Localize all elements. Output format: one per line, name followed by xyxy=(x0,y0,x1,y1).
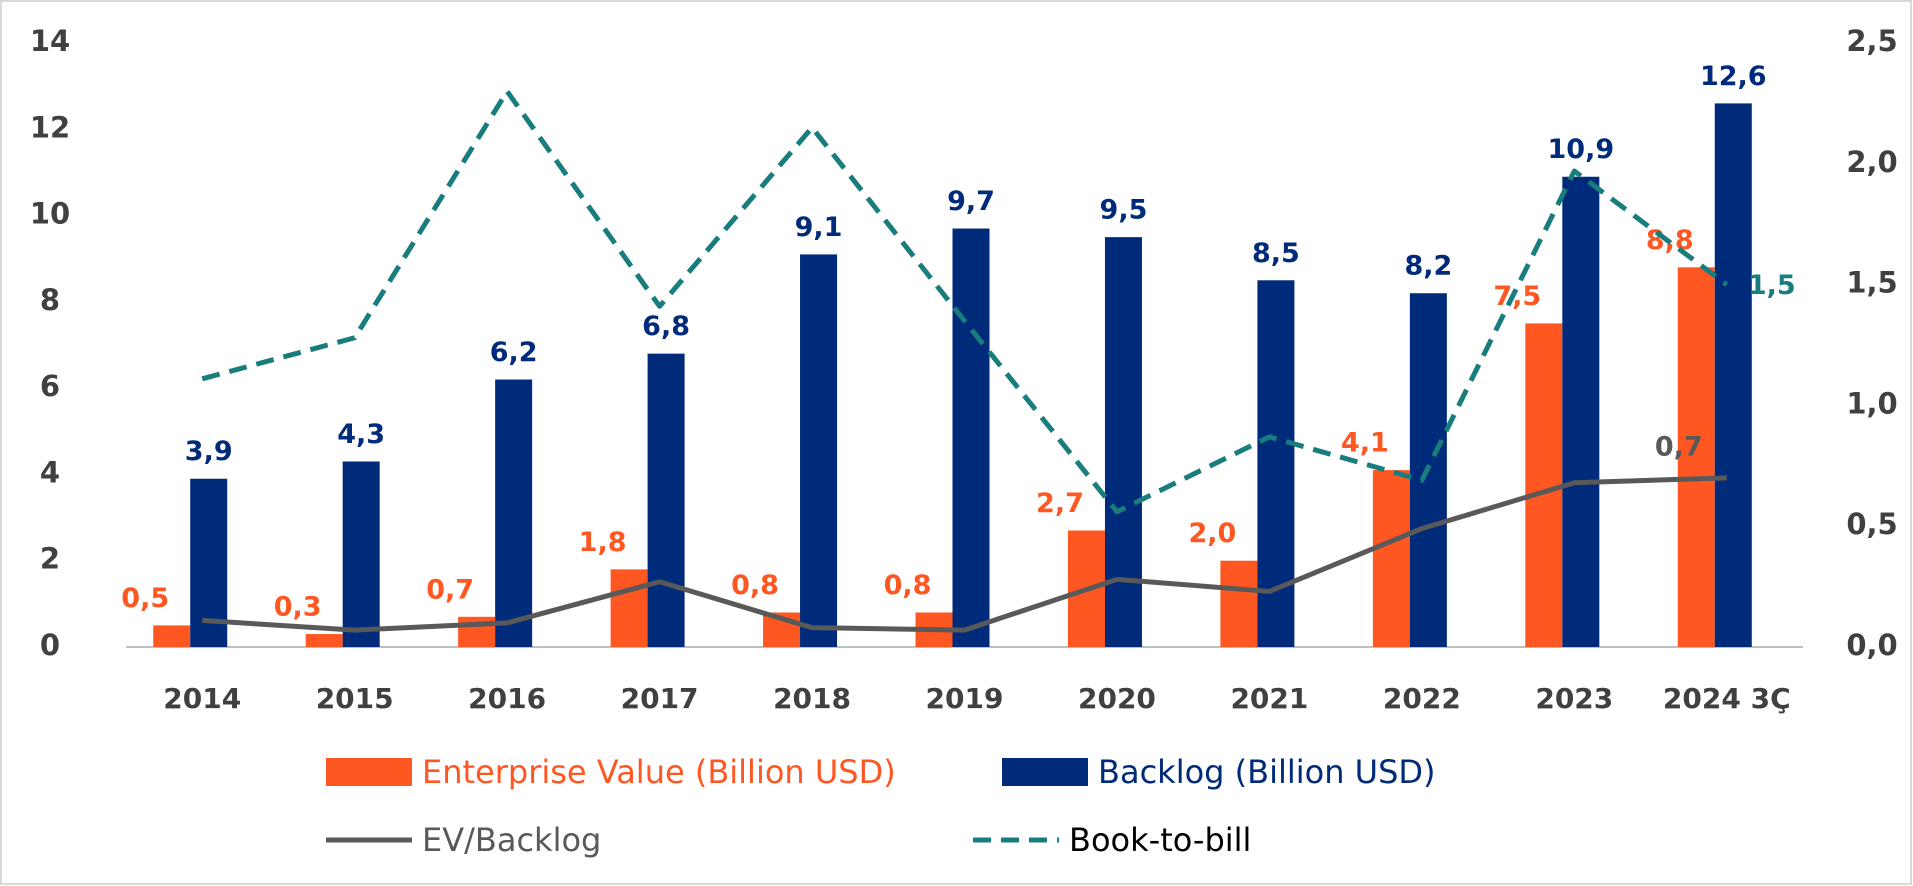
legend-swatch xyxy=(1002,758,1088,786)
x-tick-label: 2023 xyxy=(1535,682,1613,715)
data-label: 10,9 xyxy=(1548,134,1615,165)
data-label: 0,7 xyxy=(1655,431,1703,462)
legend-label: Backlog (Billion USD) xyxy=(1098,753,1436,791)
x-tick-label: 2022 xyxy=(1383,682,1461,715)
bar xyxy=(1525,323,1563,647)
bar xyxy=(305,634,343,647)
data-label: 0,3 xyxy=(274,592,322,623)
x-tick-label: 2017 xyxy=(621,682,699,715)
y2-tick-label: 2,5 xyxy=(1846,24,1897,58)
line-series xyxy=(201,88,1729,515)
y-tick-label: 6 xyxy=(40,369,60,403)
x-tick-label: 2016 xyxy=(468,682,546,715)
y-tick-label: 10 xyxy=(30,197,70,231)
data-label: 4,3 xyxy=(337,419,385,450)
data-label: 1,8 xyxy=(579,527,627,558)
data-label: 2,0 xyxy=(1188,518,1236,549)
data-label: 8,2 xyxy=(1404,251,1452,282)
data-label: 0,8 xyxy=(884,570,932,601)
bar xyxy=(647,353,685,647)
data-label: 9,5 xyxy=(1100,195,1148,226)
x-tick-label: 2021 xyxy=(1230,682,1308,715)
data-label: 6,2 xyxy=(490,337,538,368)
x-tick-label: 2018 xyxy=(773,682,851,715)
y-tick-label: 4 xyxy=(40,455,60,489)
bar xyxy=(1104,237,1142,647)
bar xyxy=(153,625,191,647)
bar xyxy=(952,228,990,647)
y-tick-label: 2 xyxy=(40,542,60,576)
data-label: 3,9 xyxy=(185,436,233,467)
legend-label: Enterprise Value (Billion USD) xyxy=(422,753,896,791)
bar xyxy=(1677,267,1715,647)
y-tick-label: 12 xyxy=(30,110,70,144)
y2-tick-label: 1,0 xyxy=(1846,386,1897,420)
data-label: 0,7 xyxy=(426,574,474,605)
x-tick-label: 2024 3Ç xyxy=(1663,682,1791,715)
data-label: 0,8 xyxy=(731,570,779,601)
x-tick-label: 2014 xyxy=(163,682,241,715)
legend-label: EV/Backlog xyxy=(422,821,601,859)
bar xyxy=(1714,103,1752,647)
x-tick-label: 2020 xyxy=(1078,682,1156,715)
data-label: 1,5 xyxy=(1748,270,1796,301)
data-label: 0,5 xyxy=(121,583,169,614)
data-label: 9,7 xyxy=(947,186,995,217)
x-tick-label: 2015 xyxy=(316,682,394,715)
line-series xyxy=(202,475,1727,633)
y2-tick-label: 2,0 xyxy=(1846,145,1897,179)
y-tick-label: 0 xyxy=(40,628,60,662)
y2-tick-label: 0,0 xyxy=(1846,628,1897,662)
bar xyxy=(495,379,533,647)
legend-swatch xyxy=(326,758,412,786)
y-tick-label: 8 xyxy=(40,283,60,317)
x-tick-label: 2019 xyxy=(926,682,1004,715)
legend-label: Book-to-bill xyxy=(1069,821,1251,859)
data-label: 12,6 xyxy=(1700,61,1767,92)
data-label: 2,7 xyxy=(1036,488,1084,519)
y2-tick-label: 0,5 xyxy=(1846,507,1897,541)
bar xyxy=(342,461,380,647)
bar xyxy=(1372,470,1410,647)
data-label: 6,8 xyxy=(642,311,690,342)
data-label: 7,5 xyxy=(1493,281,1541,312)
bar xyxy=(610,569,648,647)
y-tick-label: 14 xyxy=(30,24,70,58)
bar xyxy=(800,254,838,647)
data-label: 4,1 xyxy=(1341,428,1389,459)
data-label: 9,1 xyxy=(795,212,843,243)
y2-tick-label: 1,5 xyxy=(1846,266,1897,300)
bar xyxy=(1220,560,1258,647)
data-label: 8,5 xyxy=(1252,238,1300,269)
bar xyxy=(1562,176,1600,647)
